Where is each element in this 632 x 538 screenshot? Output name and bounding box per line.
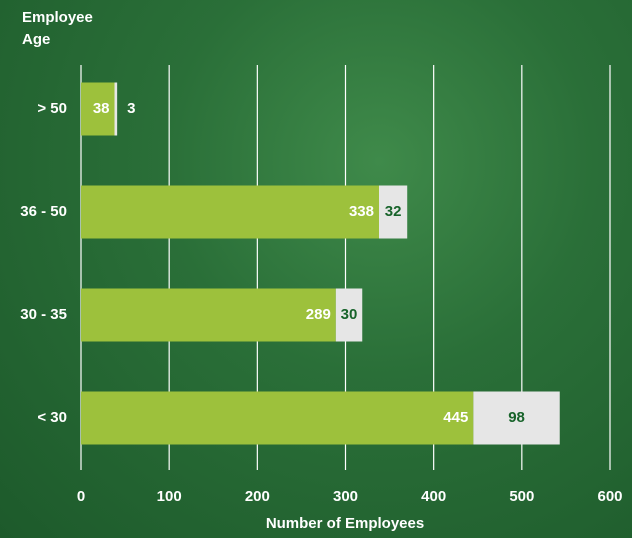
x-tick-label: 600 xyxy=(597,488,622,505)
bar-segment xyxy=(81,288,336,342)
x-tick-label: 400 xyxy=(421,488,446,505)
y-tick-label: < 30 xyxy=(37,409,67,426)
x-axis-title: Number of Employees xyxy=(266,515,424,532)
x-tick-label: 100 xyxy=(157,488,182,505)
x-tick-label: 200 xyxy=(245,488,270,505)
value-label: 338 xyxy=(349,203,374,220)
bar-segment xyxy=(81,391,474,445)
value-label: 3 xyxy=(127,100,135,117)
y-axis-title: Employee Age xyxy=(22,9,93,48)
value-label: 289 xyxy=(306,306,331,323)
value-label: 445 xyxy=(443,409,468,426)
value-label: 30 xyxy=(341,306,358,323)
value-label: 38 xyxy=(93,100,110,117)
bar-segment xyxy=(473,391,560,445)
x-tick-label: 0 xyxy=(77,488,85,505)
bar-segment xyxy=(81,82,115,136)
y-tick-label: 30 - 35 xyxy=(20,306,67,323)
y-tick-label: 36 - 50 xyxy=(20,203,67,220)
bar-segment xyxy=(379,185,408,239)
bar-segment xyxy=(335,288,363,342)
bar-segment xyxy=(114,82,118,136)
value-label: 32 xyxy=(385,203,402,220)
value-label: 98 xyxy=(508,409,525,426)
y-tick-label: > 50 xyxy=(37,100,67,117)
x-tick-label: 300 xyxy=(333,488,358,505)
x-tick-label: 500 xyxy=(509,488,534,505)
bar-segment xyxy=(81,185,380,239)
